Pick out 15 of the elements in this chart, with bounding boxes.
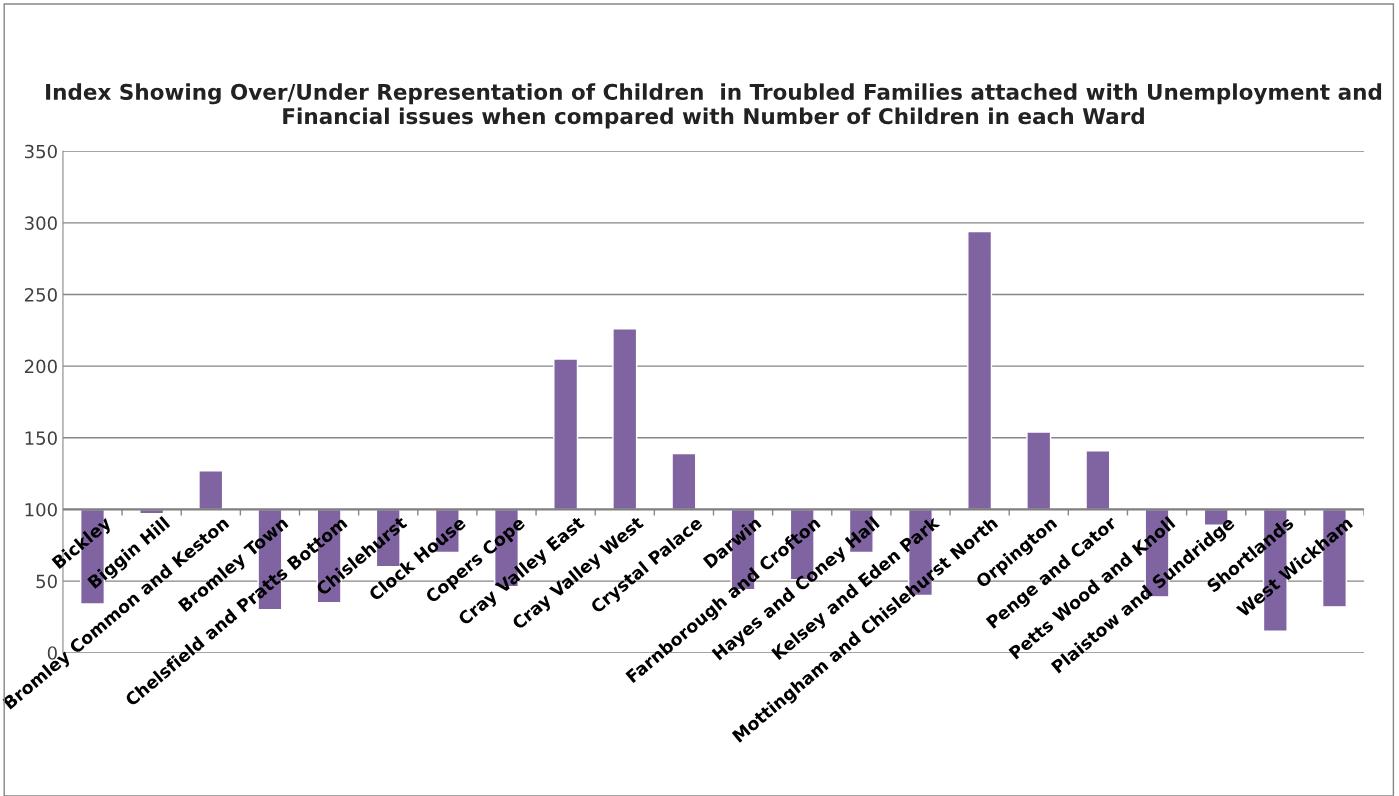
y-tick-label: 50 [36, 574, 57, 589]
bar [1085, 450, 1111, 511]
y-tick-label: 200 [24, 359, 57, 374]
bar [671, 452, 697, 511]
y-tick-label: 250 [24, 287, 57, 302]
bar [553, 358, 579, 511]
y-tick-label: 300 [25, 216, 57, 230]
chart-title: Index Showing Over/Under Representation of Children in Troubled Families attached with Unemployment and Financial issues when compared with Number of Children in each Ward [46, 83, 1382, 129]
bar [612, 328, 638, 511]
bar [198, 470, 224, 511]
y-tick-label: 100 [25, 502, 57, 517]
y-tick-label: 150 [25, 431, 57, 445]
bar [1026, 431, 1052, 511]
bar [967, 230, 993, 511]
y-tick-label: 350 [25, 144, 57, 159]
